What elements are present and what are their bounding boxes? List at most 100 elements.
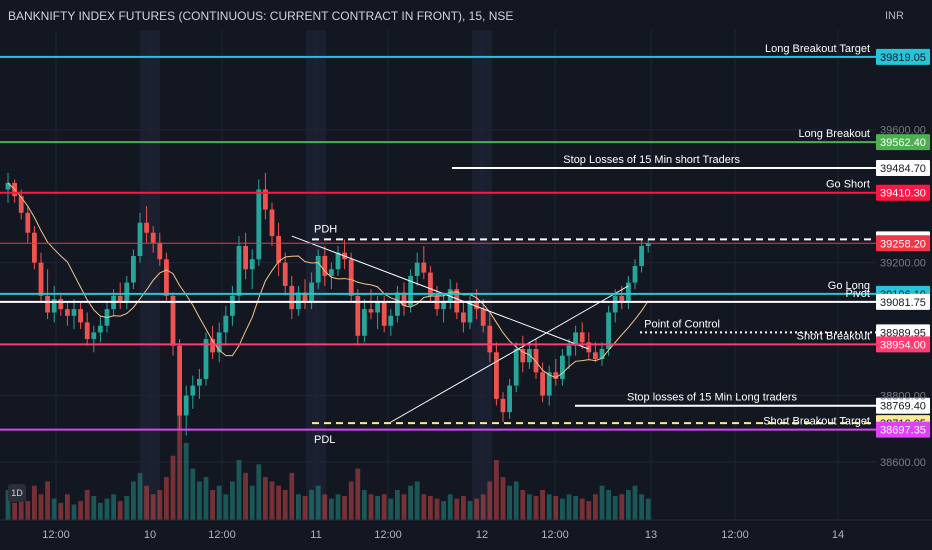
interval-badge[interactable]: 1D: [8, 484, 26, 502]
candle: [197, 368, 202, 399]
volume-bar: [150, 494, 156, 520]
volume-bar: [12, 502, 17, 520]
candle-body: [540, 372, 545, 396]
level-label: Pivot: [846, 288, 870, 300]
price-badge-bg: [876, 134, 930, 151]
candle: [65, 302, 70, 326]
volume-bar: [98, 502, 103, 520]
price-badge: 39081.75: [876, 293, 930, 310]
candle: [560, 349, 565, 386]
volume-bar: [500, 477, 506, 520]
candle-body: [25, 212, 31, 233]
candle-body: [348, 259, 354, 296]
currency-label[interactable]: INR: [885, 10, 904, 22]
volume-bar: [619, 494, 625, 520]
candle-body: [65, 309, 70, 316]
moving-average-line: [7, 182, 649, 379]
candle: [243, 232, 248, 280]
volume-bar: [190, 468, 196, 520]
volume-bar: [454, 498, 460, 520]
volume-bar: [84, 490, 90, 520]
candle: [91, 325, 97, 353]
price-badge-text: 38697.35: [880, 425, 926, 437]
level-label: Go Short: [826, 179, 870, 191]
candle: [335, 246, 341, 276]
candle: [632, 259, 638, 290]
price-badge-text: 39081.75: [880, 297, 926, 309]
volume-bar: [65, 494, 70, 520]
candle: [78, 302, 83, 330]
volume-bar: [388, 498, 394, 520]
candle: [216, 322, 222, 363]
candle: [84, 312, 90, 346]
candle: [414, 252, 420, 286]
candle: [408, 269, 413, 313]
volume-bar: [494, 460, 499, 520]
trendline[interactable]: [390, 285, 629, 423]
candle: [157, 232, 163, 266]
candle-body: [329, 269, 334, 276]
candle: [626, 275, 631, 310]
candle-body: [210, 339, 215, 353]
candle: [263, 172, 268, 220]
candle-body: [71, 309, 77, 316]
candle-body: [197, 378, 202, 386]
candle: [362, 299, 367, 343]
candle-body: [282, 262, 288, 286]
candle-body: [533, 349, 539, 373]
volume-bar: [593, 494, 598, 520]
x-tick-label: 11: [310, 529, 321, 541]
candle: [487, 312, 493, 363]
candle: [355, 289, 361, 346]
candle: [5, 172, 11, 203]
level-label: Go Long: [828, 280, 870, 292]
candle-body: [414, 262, 420, 276]
candle: [645, 239, 651, 253]
volume-bar: [553, 496, 559, 520]
candle-body: [124, 282, 130, 303]
price-badge-text: 38769.40: [880, 401, 926, 413]
candle: [388, 309, 394, 336]
y-tick-label: 38600.00: [880, 457, 926, 469]
volume-bar: [586, 501, 592, 520]
volume-bar: [45, 481, 50, 520]
volume-bar: [546, 494, 552, 520]
volume-bar: [573, 496, 578, 520]
volume-bar: [183, 442, 189, 520]
annotation-pdl: PDL: [314, 434, 335, 446]
candle-body: [355, 295, 361, 336]
candle-body: [599, 349, 605, 359]
volume-bar: [38, 494, 44, 520]
candle: [269, 202, 275, 246]
volume-bar: [124, 496, 130, 520]
volume-bar: [177, 400, 182, 520]
candle-body: [230, 295, 235, 316]
candle: [599, 342, 605, 366]
candle-body: [388, 315, 394, 326]
volume-bar: [256, 464, 262, 520]
candle-body: [170, 295, 176, 346]
trendline[interactable]: [291, 235, 589, 350]
candle: [461, 302, 466, 333]
price-badge-text: 39258.20: [880, 238, 926, 250]
candle-body: [322, 255, 328, 276]
price-badge: 38954.00: [876, 336, 930, 353]
level-label: Long Breakout: [798, 128, 870, 140]
candle: [98, 315, 103, 343]
candle: [639, 239, 644, 273]
price-badge-text: 39410.30: [880, 188, 926, 200]
chart-title: BANKNIFTY INDEX FUTURES (CONTINUOUS: CUR…: [8, 9, 514, 23]
volume-bar: [487, 481, 493, 520]
candle: [71, 299, 77, 330]
candle: [309, 272, 314, 310]
y-tick-label: 39600.00: [880, 125, 926, 137]
candle: [454, 282, 460, 320]
volume-bar: [243, 472, 248, 520]
volume-bar: [230, 481, 235, 520]
volume-bar: [401, 494, 407, 520]
volume-bar: [474, 498, 479, 520]
candle-body: [645, 243, 651, 246]
candle-body: [45, 295, 50, 313]
price-badge: 39819.05: [876, 48, 930, 65]
